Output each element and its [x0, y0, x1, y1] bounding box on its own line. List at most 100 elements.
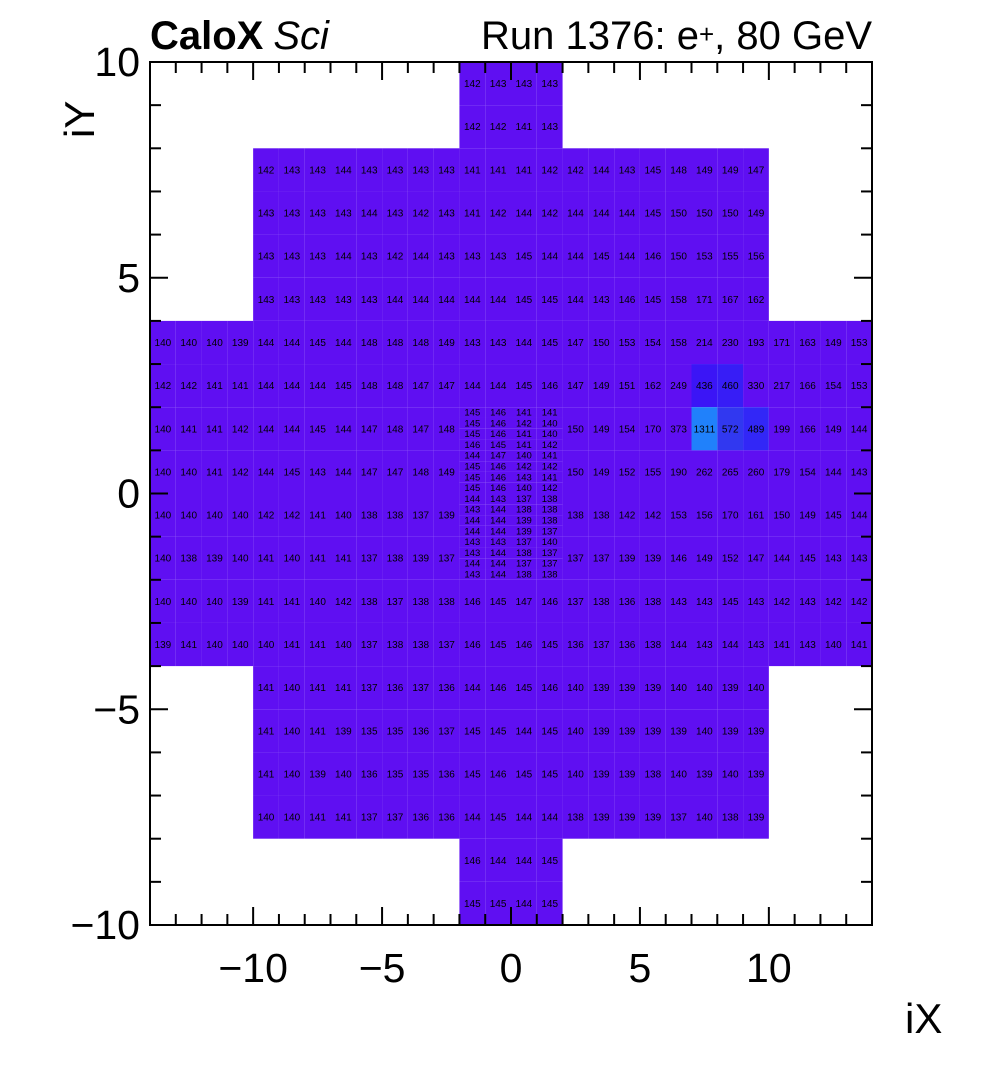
heatmap-cell	[485, 364, 511, 408]
cell-value: 141	[851, 640, 868, 651]
fine-heatmap-cell	[536, 536, 563, 548]
fine-heatmap-cell	[511, 461, 537, 472]
cell-value: 143	[283, 252, 300, 263]
fine-cell-value: 147	[490, 451, 506, 462]
heatmap-cell	[743, 450, 769, 494]
cell-value: 148	[438, 424, 455, 435]
cell-value: 156	[696, 511, 713, 522]
x-tick-label: −5	[359, 945, 406, 991]
cell-value: 143	[335, 295, 352, 306]
heatmap-cell	[665, 320, 692, 365]
heatmap-cell	[743, 666, 769, 710]
heatmap-cell	[253, 320, 279, 365]
heatmap-cell	[846, 622, 872, 667]
cell-value: 153	[619, 338, 636, 349]
cell-value: 142	[464, 79, 481, 90]
heatmap-cell	[304, 277, 331, 321]
cell-value: 144	[258, 467, 275, 478]
heatmap-cell	[717, 666, 744, 710]
heatmap-cell	[562, 407, 589, 451]
fine-heatmap-cell	[536, 471, 563, 483]
heatmap-cell	[433, 622, 460, 667]
heatmap-cell	[485, 148, 511, 192]
fine-cell-value: 143	[464, 505, 480, 516]
heatmap-cell	[665, 795, 692, 839]
heatmap-cell	[614, 234, 640, 278]
heatmap-cell	[614, 148, 640, 192]
cell-value: 148	[361, 338, 378, 349]
heatmap-cell	[201, 579, 228, 623]
heatmap-cell	[562, 234, 589, 278]
heatmap-cell	[743, 536, 769, 580]
fine-cell-value: 145	[464, 483, 480, 494]
fine-heatmap-cell	[536, 439, 563, 451]
cell-value: 141	[206, 467, 223, 478]
heatmap-cell	[614, 364, 640, 408]
heatmap-cell	[639, 666, 666, 710]
cell-value: 143	[696, 597, 713, 608]
heatmap-cell	[227, 493, 254, 537]
heatmap-cell	[356, 148, 383, 192]
heatmap-cell	[278, 191, 305, 235]
heatmap-cell	[717, 493, 744, 537]
heatmap-cell	[665, 752, 692, 796]
cell-value: 141	[206, 381, 223, 392]
fine-cell-value: 145	[464, 408, 480, 419]
cell-value: 144	[516, 899, 533, 910]
heatmap-cell	[717, 191, 744, 235]
cell-value: 139	[155, 640, 172, 651]
heatmap-cell	[433, 364, 460, 408]
heatmap-cell	[356, 666, 383, 710]
heatmap-cell	[536, 277, 563, 321]
cell-value: 144	[619, 209, 636, 220]
cell-value: 140	[232, 511, 249, 522]
cell-value: 150	[696, 209, 713, 220]
fine-cell-value: 137	[542, 548, 558, 559]
cell-value: 145	[799, 554, 816, 565]
heatmap-cell	[253, 795, 279, 839]
heatmap-cell	[485, 838, 511, 882]
cell-value: 142	[258, 511, 275, 522]
heatmap-cell	[356, 752, 383, 796]
heatmap-cell	[304, 666, 331, 710]
cell-value: 140	[670, 683, 687, 694]
cell-value: 144	[851, 424, 868, 435]
cell-value: 143	[748, 597, 765, 608]
cell-value: 140	[825, 640, 842, 651]
fine-cell-value: 146	[490, 472, 506, 483]
heatmap-cell	[433, 579, 460, 623]
heatmap-cell	[407, 709, 434, 753]
cell-value: 145	[541, 295, 558, 306]
cell-value: 138	[644, 640, 661, 651]
cell-value: 144	[258, 424, 275, 435]
cell-value: 149	[438, 338, 455, 349]
cell-value: 179	[773, 467, 790, 478]
cell-value: 135	[361, 726, 378, 737]
heatmap-cell	[227, 450, 254, 494]
cell-value: 143	[748, 640, 765, 651]
cell-value: 138	[644, 769, 661, 780]
heatmap-cell	[536, 838, 563, 882]
cell-value: 135	[412, 769, 429, 780]
cell-value: 144	[516, 338, 533, 349]
fine-cell-value: 138	[516, 505, 532, 516]
cell-value: 148	[387, 338, 404, 349]
heatmap-cell	[253, 536, 279, 580]
heatmap-cell	[691, 795, 718, 839]
cell-value: 140	[335, 640, 352, 651]
cell-value: 141	[180, 640, 197, 651]
heatmap-cell	[536, 234, 563, 278]
heatmap-cell	[459, 105, 486, 149]
cell-value: 162	[748, 295, 765, 306]
heatmap-cell	[691, 234, 718, 278]
heatmap-cell	[175, 493, 202, 537]
fine-heatmap-cell	[485, 428, 511, 440]
fine-heatmap-cell	[536, 407, 563, 418]
heatmap-cell	[278, 450, 305, 494]
heatmap-cell	[743, 364, 769, 408]
heatmap-cell	[562, 277, 589, 321]
cell-value: 139	[593, 769, 610, 780]
cell-value: 140	[748, 683, 765, 694]
cell-value: 436	[696, 381, 713, 392]
heatmap-cell	[768, 536, 795, 580]
